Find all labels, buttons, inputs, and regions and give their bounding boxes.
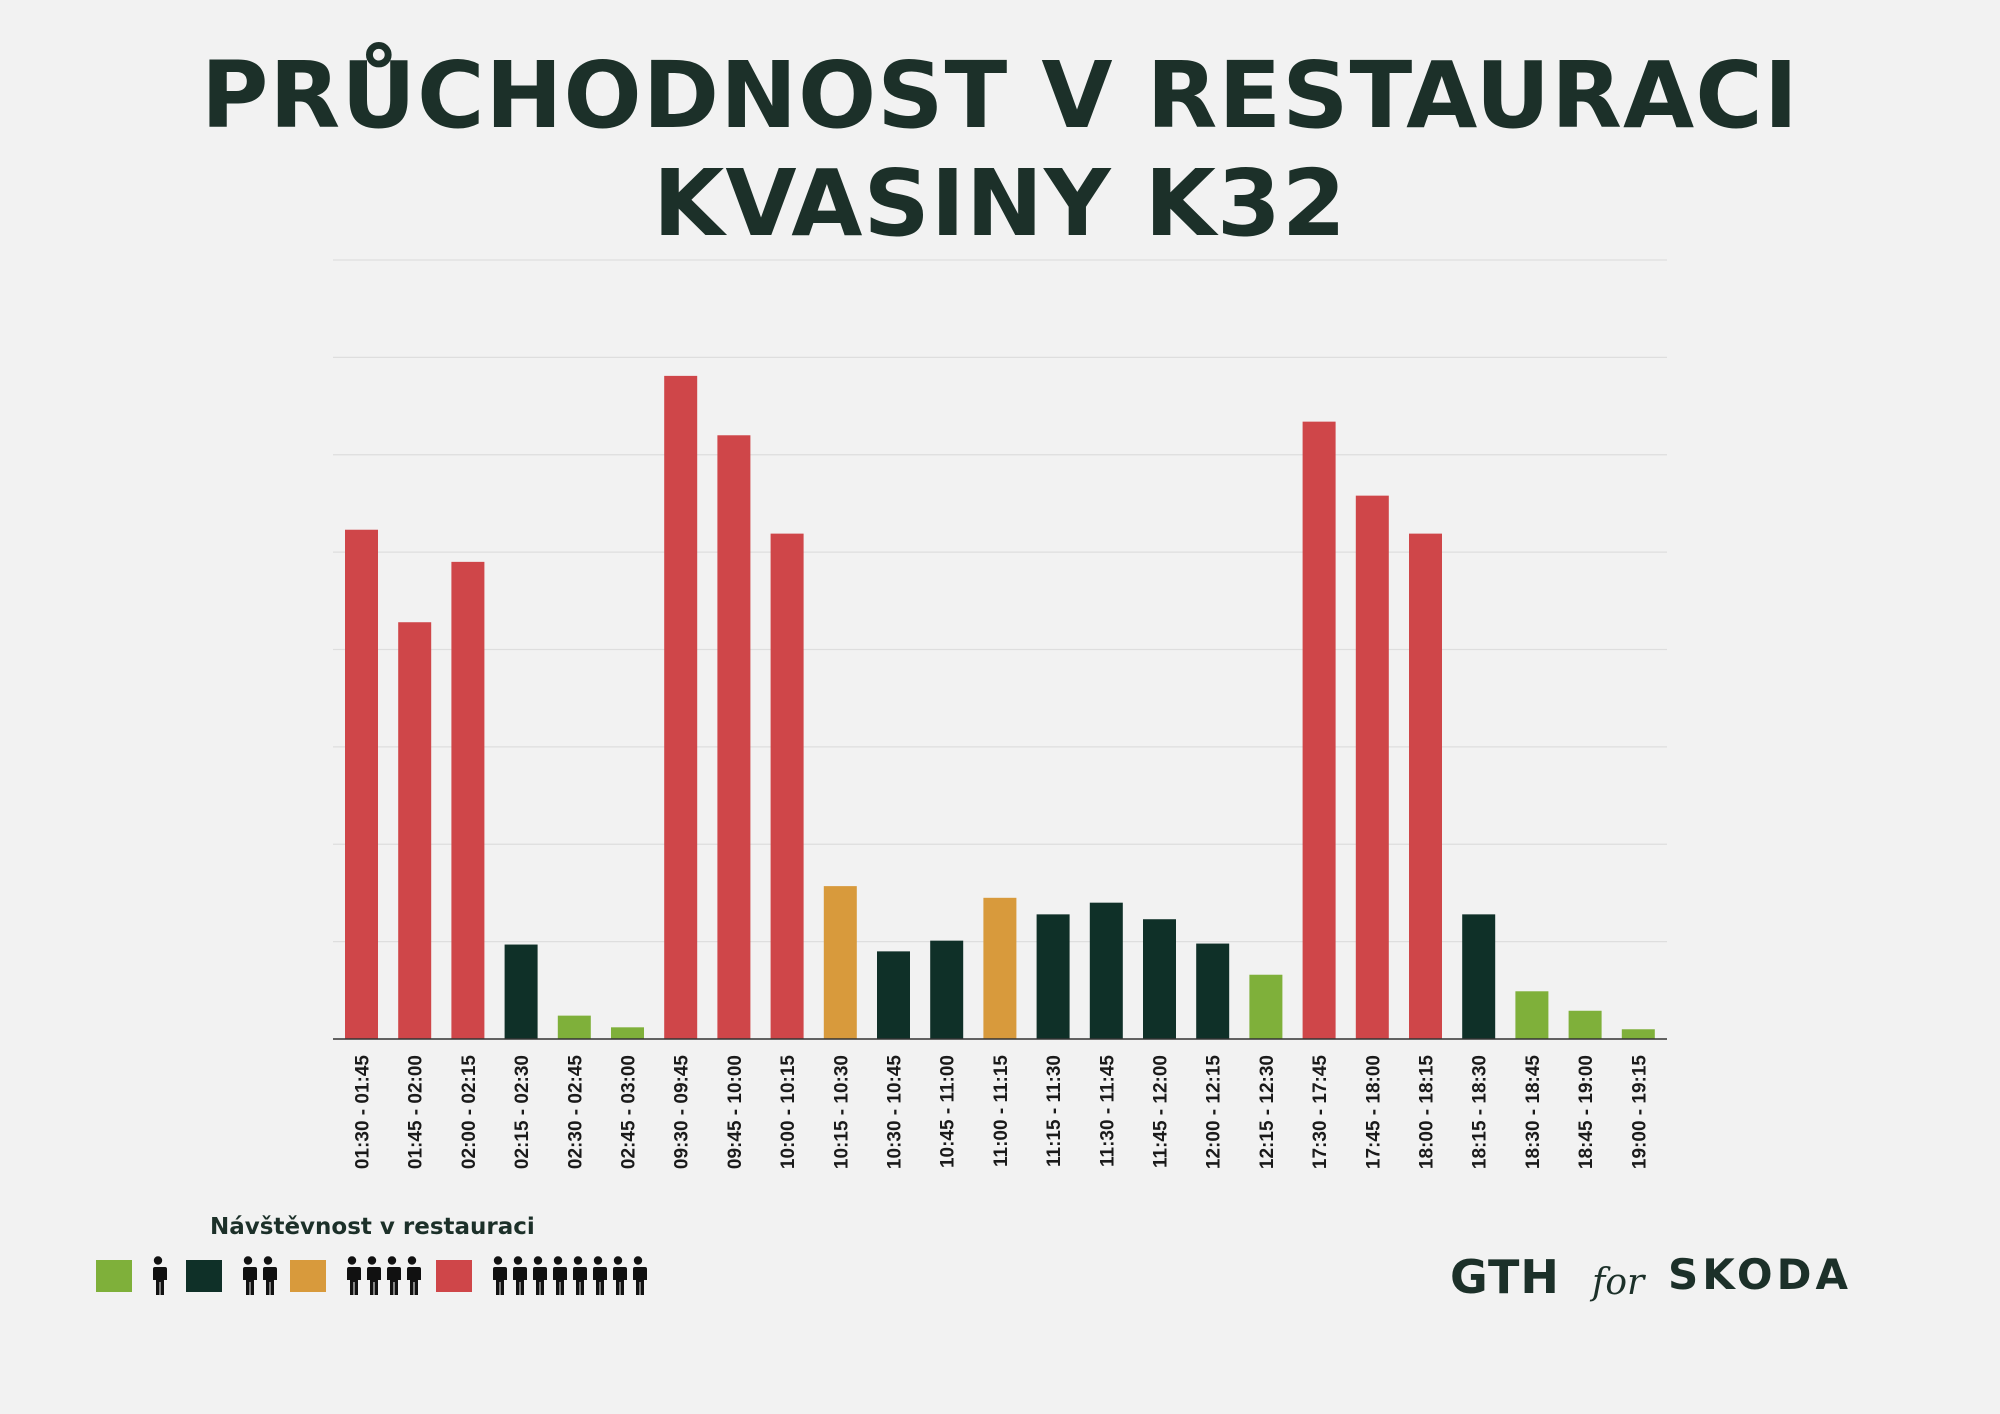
bar-11-30-11-45 — [1089, 902, 1123, 1039]
person-icon — [548, 1256, 568, 1296]
bar-09-30-09-45 — [664, 375, 698, 1040]
bar-11-00-11-15 — [983, 897, 1017, 1039]
person-icon — [342, 1256, 362, 1296]
bar-10-30-10-45 — [877, 951, 910, 1039]
legend-item-1-people — [96, 1256, 168, 1296]
chart-title: PRŮCHODNOST V RESTAURACI KVASINY K32 — [0, 42, 2000, 258]
x-tick-label: 19:00 - 19:15 — [1629, 1055, 1650, 1170]
x-tick-label: 10:45 - 11:00 — [938, 1055, 959, 1168]
logo-connector: for — [1592, 1262, 1645, 1303]
x-tick-label: 18:00 - 18:15 — [1417, 1055, 1438, 1170]
x-tick-label: 17:45 - 18:00 — [1363, 1055, 1384, 1169]
bar-18-30-18-45 — [1515, 991, 1549, 1039]
person-icon — [588, 1256, 608, 1296]
x-tick-label: 10:00 - 10:15 — [778, 1055, 799, 1170]
legend-swatch — [96, 1260, 132, 1292]
person-icon — [258, 1256, 278, 1296]
bar-02-15-02-30 — [504, 944, 538, 1039]
x-tick-label: 18:30 - 18:45 — [1523, 1055, 1544, 1170]
bar-10-45-11-00 — [930, 940, 964, 1039]
chart-gridlines — [333, 259, 1667, 943]
people-icons — [238, 1256, 278, 1296]
legend-swatch — [290, 1260, 326, 1292]
person-icon — [402, 1256, 422, 1296]
bar-18-15-18-30 — [1462, 914, 1496, 1039]
person-icon — [382, 1256, 402, 1296]
x-tick-label: 17:30 - 17:45 — [1310, 1055, 1331, 1170]
skoda-logo: SKODA — [1668, 1250, 1852, 1299]
bar-19-00-19-15 — [1621, 1029, 1655, 1039]
bar-02-00-02-15 — [451, 561, 485, 1039]
bar-11-15-11-30 — [1036, 914, 1070, 1039]
bar-01-30-01-45 — [345, 529, 378, 1039]
x-tick-label: 11:15 - 11:30 — [1044, 1055, 1065, 1167]
chart-title-line-2: KVASINY K32 — [653, 150, 1347, 257]
person-icon — [608, 1256, 628, 1296]
chart-x-tick-labels: 01:30 - 01:45 01:45 - 02:00 02:00 - 02:15 0… — [353, 1055, 1651, 1170]
legend-swatch — [186, 1260, 222, 1292]
chart-bars — [345, 375, 1655, 1040]
person-icon — [488, 1256, 508, 1296]
x-tick-label: 09:30 - 09:45 — [672, 1055, 693, 1170]
legend-swatch — [436, 1260, 472, 1292]
bar-12-15-12-30 — [1249, 974, 1283, 1039]
x-tick-label: 01:45 - 02:00 — [406, 1055, 427, 1169]
bar-02-30-02-45 — [557, 1015, 591, 1039]
bar-18-00-18-15 — [1409, 533, 1442, 1039]
x-tick-label: 18:15 - 18:30 — [1470, 1055, 1491, 1169]
bar-17-45-18-00 — [1355, 495, 1389, 1040]
bar-02-45-03-00 — [611, 1027, 644, 1039]
person-icon — [508, 1256, 528, 1296]
x-tick-label: 11:45 - 12:00 — [1151, 1055, 1172, 1168]
x-tick-label: 10:30 - 10:45 — [885, 1055, 906, 1170]
person-icon — [362, 1256, 382, 1296]
x-tick-label: 09:45 - 10:00 — [725, 1055, 746, 1169]
bar-10-15-10-30 — [823, 886, 857, 1039]
x-tick-label: 10:15 - 10:30 — [831, 1055, 852, 1169]
x-tick-label: 02:15 - 02:30 — [512, 1055, 533, 1169]
gth-logo: GTH — [1450, 1250, 1560, 1304]
x-tick-label: 12:15 - 12:30 — [1257, 1055, 1278, 1169]
people-icons — [488, 1256, 648, 1296]
people-icons — [342, 1256, 422, 1296]
legend-item-8-people — [436, 1256, 648, 1296]
bar-01-45-02-00 — [398, 622, 432, 1039]
x-tick-label: 02:30 - 02:45 — [565, 1055, 586, 1170]
x-tick-label: 18:45 - 19:00 — [1576, 1055, 1597, 1169]
bar-12-00-12-15 — [1196, 943, 1230, 1039]
x-tick-label: 02:45 - 03:00 — [619, 1055, 640, 1169]
person-icon — [568, 1256, 588, 1296]
x-tick-label: 02:00 - 02:15 — [459, 1055, 480, 1170]
bar-09-45-10-00 — [717, 435, 751, 1039]
x-tick-label: 11:30 - 11:45 — [1097, 1055, 1118, 1167]
person-icon — [238, 1256, 258, 1296]
bar-17-30-17-45 — [1302, 421, 1336, 1040]
x-tick-label: 01:30 - 01:45 — [353, 1055, 374, 1170]
person-icon — [148, 1256, 168, 1296]
legend-title: Návštěvnost v restauraci — [210, 1214, 535, 1240]
legend-item-4-people — [290, 1256, 422, 1296]
people-icons — [148, 1256, 168, 1296]
person-icon — [628, 1256, 648, 1296]
bar-10-00-10-15 — [770, 533, 804, 1039]
x-tick-label: 11:00 - 11:15 — [991, 1055, 1012, 1167]
person-icon — [528, 1256, 548, 1296]
chart-title-line-1: PRŮCHODNOST V RESTAURACI — [201, 42, 1799, 149]
bar-11-45-12-00 — [1143, 919, 1176, 1039]
x-tick-label: 12:00 - 12:15 — [1204, 1055, 1225, 1170]
bar-18-45-19-00 — [1568, 1010, 1602, 1039]
legend-item-2-people — [186, 1256, 278, 1296]
